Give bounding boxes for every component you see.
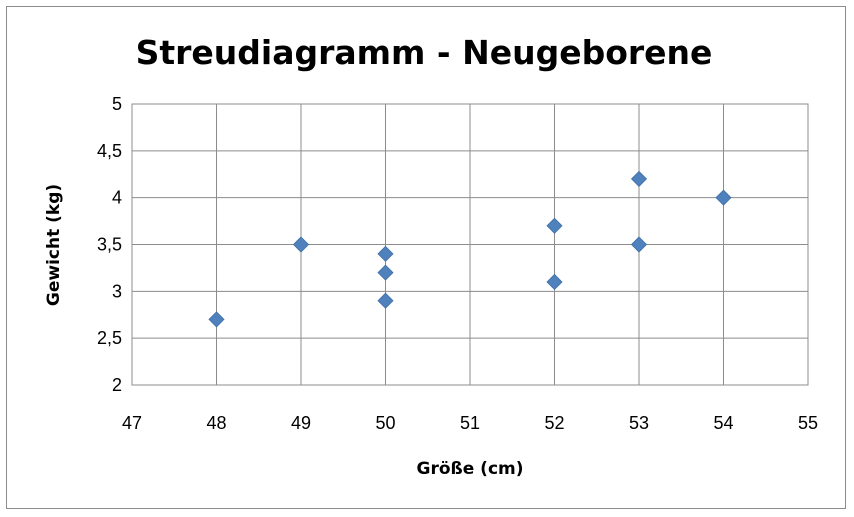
data-point [208, 311, 225, 328]
x-tick-label: 55 [798, 413, 818, 433]
data-point [546, 273, 563, 291]
x-tick-label: 54 [713, 413, 733, 433]
data-point [630, 236, 648, 253]
x-tick-label: 51 [460, 413, 480, 433]
data-point [377, 264, 394, 281]
y-tick-label: 4,5 [97, 141, 122, 161]
x-tick-label: 52 [544, 413, 564, 433]
data-point [292, 236, 310, 253]
y-tick-label: 2,5 [97, 328, 122, 348]
data-point [546, 217, 563, 234]
chart-title: Streudiagramm - Neugeborene [136, 33, 713, 72]
data-point [377, 292, 394, 309]
chart-area [6, 6, 846, 509]
data-point [630, 170, 648, 187]
y-tick-label: 3,5 [97, 235, 122, 255]
y-axis-label: Gewicht (kg) [44, 184, 64, 306]
tick-labels: 2 2,5 3 3,5 4 4,5 5 47 48 49 50 51 52 53 54 55 [97, 94, 818, 433]
x-tick-label: 49 [291, 413, 311, 433]
x-tick-label: 53 [629, 413, 649, 433]
x-axis-label: Größe (cm) [416, 459, 523, 479]
y-tick-label: 2 [112, 375, 122, 395]
x-tick-label: 47 [122, 413, 142, 433]
data-point [377, 245, 394, 262]
y-tick-label: 5 [112, 94, 122, 114]
data-point [715, 189, 732, 206]
data-points [208, 170, 732, 328]
gridlines [131, 103, 809, 386]
plot-area-border [131, 103, 809, 386]
y-tick-label: 3 [112, 281, 122, 301]
x-tick-label: 48 [206, 413, 226, 433]
y-tick-label: 4 [112, 188, 122, 208]
x-tick-label: 50 [375, 413, 395, 433]
